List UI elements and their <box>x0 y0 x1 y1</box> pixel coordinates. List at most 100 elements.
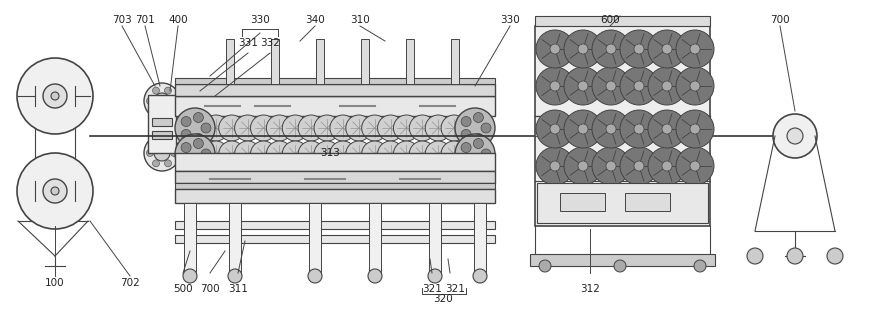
Circle shape <box>219 115 245 141</box>
Text: 600: 600 <box>600 15 620 25</box>
Circle shape <box>314 141 340 167</box>
Circle shape <box>592 67 630 105</box>
Circle shape <box>201 123 211 133</box>
Bar <box>537 183 708 223</box>
Circle shape <box>362 141 388 167</box>
Circle shape <box>690 161 700 171</box>
Circle shape <box>165 108 172 115</box>
Circle shape <box>564 67 602 105</box>
Circle shape <box>314 115 340 141</box>
Circle shape <box>43 84 67 108</box>
Circle shape <box>146 150 153 156</box>
Circle shape <box>425 141 451 167</box>
Bar <box>175 221 495 229</box>
Circle shape <box>592 30 630 68</box>
Bar <box>369 203 381 276</box>
Circle shape <box>676 147 714 185</box>
Circle shape <box>441 115 467 141</box>
Circle shape <box>152 160 159 167</box>
Circle shape <box>409 115 436 141</box>
Circle shape <box>473 160 483 169</box>
Circle shape <box>690 81 700 91</box>
Circle shape <box>203 115 229 141</box>
Bar <box>560 193 605 211</box>
Circle shape <box>578 81 588 91</box>
Circle shape <box>634 124 644 134</box>
Circle shape <box>634 81 644 91</box>
Circle shape <box>201 149 211 159</box>
Circle shape <box>298 115 324 141</box>
Circle shape <box>578 124 588 134</box>
Circle shape <box>455 134 495 174</box>
Circle shape <box>171 150 178 156</box>
Text: 100: 100 <box>45 278 65 288</box>
Circle shape <box>362 115 388 141</box>
Circle shape <box>235 115 260 141</box>
Circle shape <box>187 115 213 141</box>
Bar <box>175 78 495 84</box>
Bar <box>271 39 279 84</box>
Bar <box>309 203 321 276</box>
Circle shape <box>787 248 803 264</box>
Bar <box>175 235 495 243</box>
Text: 700: 700 <box>770 15 790 25</box>
Circle shape <box>17 153 93 229</box>
Text: 313: 313 <box>320 148 340 158</box>
Circle shape <box>152 139 159 146</box>
Bar <box>152 131 172 139</box>
Text: 330: 330 <box>500 15 520 25</box>
Circle shape <box>461 117 471 127</box>
Circle shape <box>473 133 483 143</box>
Circle shape <box>194 160 203 169</box>
Circle shape <box>175 134 215 174</box>
Circle shape <box>536 30 574 68</box>
Circle shape <box>181 129 191 139</box>
Circle shape <box>481 149 491 159</box>
Circle shape <box>676 30 714 68</box>
Text: 701: 701 <box>136 15 155 25</box>
Circle shape <box>393 115 420 141</box>
Bar <box>406 39 414 84</box>
Circle shape <box>152 108 159 115</box>
Bar <box>175 84 495 96</box>
Circle shape <box>428 269 442 283</box>
Text: 330: 330 <box>250 15 270 25</box>
Circle shape <box>378 141 404 167</box>
Circle shape <box>181 117 191 127</box>
Bar <box>175 153 495 171</box>
Bar <box>429 203 441 276</box>
Circle shape <box>165 139 172 146</box>
Circle shape <box>235 141 260 167</box>
Circle shape <box>219 141 245 167</box>
Circle shape <box>228 269 242 283</box>
Circle shape <box>648 30 686 68</box>
Circle shape <box>536 147 574 185</box>
Circle shape <box>183 269 197 283</box>
Bar <box>175 189 495 203</box>
Circle shape <box>676 67 714 105</box>
Circle shape <box>539 260 551 272</box>
Text: 702: 702 <box>121 278 140 288</box>
Circle shape <box>282 141 308 167</box>
Text: 320: 320 <box>433 294 453 304</box>
Circle shape <box>154 93 170 109</box>
Circle shape <box>43 179 67 203</box>
Circle shape <box>461 129 471 139</box>
Text: 312: 312 <box>580 284 600 294</box>
Circle shape <box>578 44 588 54</box>
Text: 321: 321 <box>445 284 465 294</box>
Circle shape <box>251 141 276 167</box>
Circle shape <box>181 142 191 152</box>
Circle shape <box>152 87 159 94</box>
Circle shape <box>441 141 467 167</box>
Circle shape <box>282 115 308 141</box>
Circle shape <box>592 147 630 185</box>
Circle shape <box>146 98 153 104</box>
Circle shape <box>606 44 616 54</box>
Circle shape <box>564 30 602 68</box>
Circle shape <box>536 67 574 105</box>
Circle shape <box>144 135 180 171</box>
Circle shape <box>251 115 276 141</box>
Circle shape <box>461 142 471 152</box>
Circle shape <box>171 98 178 104</box>
